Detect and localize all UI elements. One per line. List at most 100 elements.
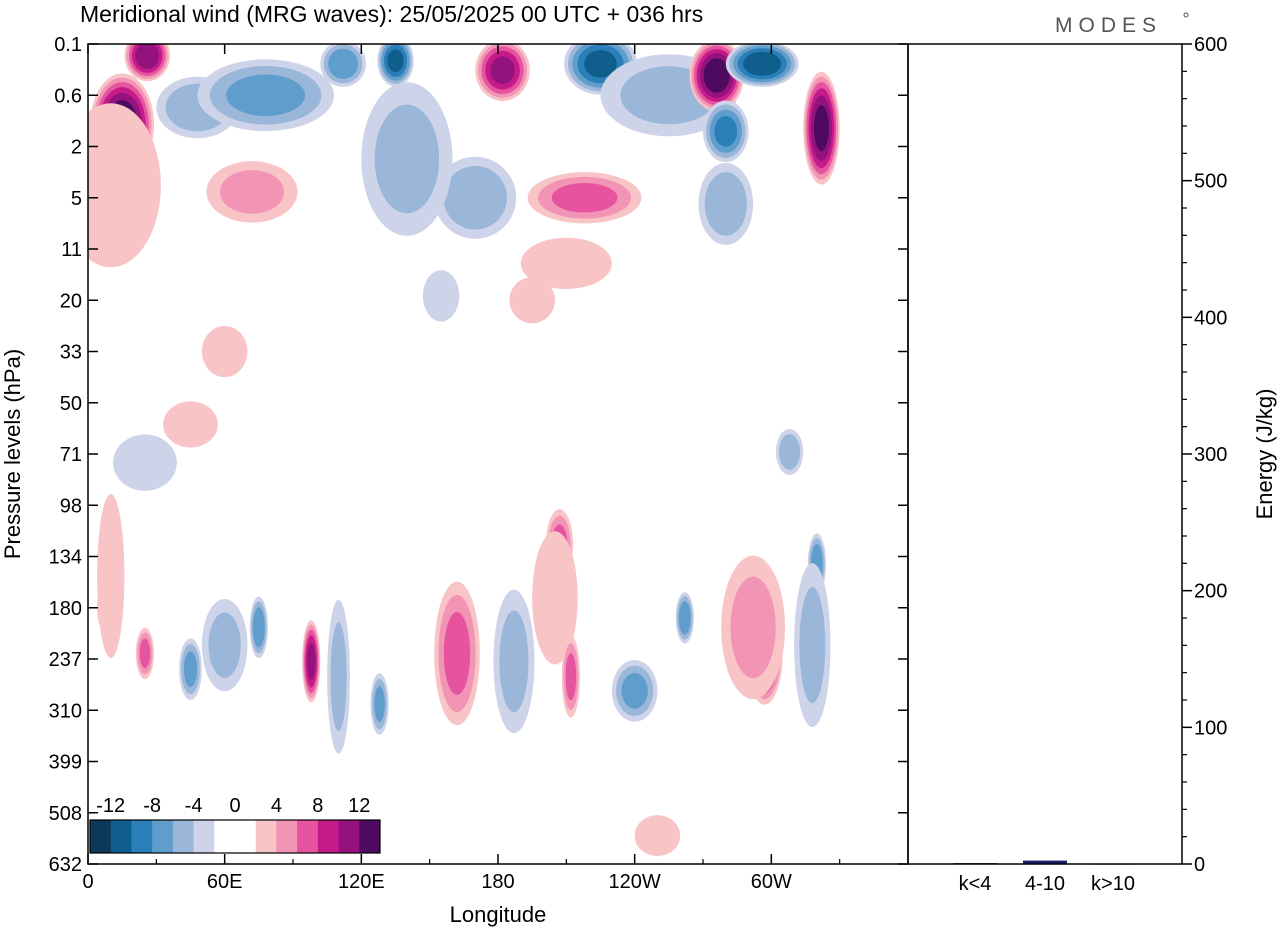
wind-anomaly-negative — [675, 592, 694, 644]
contour-level — [678, 601, 691, 635]
mask-top — [0, 0, 1280, 44]
wind-anomaly-positive — [561, 635, 581, 718]
contour-level — [219, 170, 285, 214]
wind-anomaly-positive — [527, 172, 642, 224]
x-tick-label: 0 — [82, 871, 93, 893]
colorbar-label: 0 — [229, 795, 240, 817]
colorbar-label: -4 — [185, 795, 203, 817]
wind-anomaly-positive — [520, 237, 612, 289]
contour-level — [565, 653, 577, 701]
wind-anomaly-negative — [320, 40, 366, 87]
wind-anomaly-positive — [532, 531, 578, 665]
colorbar-frame — [89, 819, 381, 854]
wind-anomaly-positive — [206, 161, 298, 223]
contour-level — [139, 638, 151, 669]
contour-level — [532, 531, 578, 665]
colorbar-swatch — [214, 820, 236, 853]
colorbar-swatch — [193, 820, 215, 853]
contour-level — [509, 277, 555, 324]
contour-level — [730, 576, 776, 679]
wind-anomaly-negative — [327, 599, 350, 754]
energy-category-label: 4-10 — [1025, 873, 1065, 895]
colorbar-label: -8 — [143, 795, 161, 817]
wind-anomaly-positive — [201, 325, 248, 378]
y-tick-label: 632 — [49, 854, 82, 876]
contour-level — [183, 651, 198, 687]
y-tick-label: 20 — [60, 290, 82, 312]
wind-anomaly-negative — [434, 156, 517, 239]
colorbar-label: 12 — [348, 795, 370, 817]
contour-level — [704, 172, 747, 236]
mask-right — [908, 0, 1280, 930]
y-tick-label: 11 — [61, 239, 82, 261]
y-tick-label: 399 — [49, 752, 82, 774]
energy-tick-label: 0 — [1194, 854, 1205, 876]
colorbar-swatch — [338, 820, 360, 853]
energy-tick-label: 500 — [1194, 171, 1227, 193]
wind-anomaly-negative — [703, 100, 749, 163]
y-tick-label: 98 — [60, 495, 82, 517]
colorbar-swatch — [110, 820, 132, 853]
colorbar-swatch — [276, 820, 298, 853]
wind-anomaly-positive — [509, 277, 555, 324]
colorbar-swatch — [317, 820, 340, 853]
energy-category-label: k>10 — [1091, 873, 1135, 895]
y-tick-label: 50 — [60, 393, 82, 415]
contour-level — [422, 270, 460, 322]
y-axis-label: Pressure levels (hPa) — [0, 349, 25, 559]
contour-level — [499, 610, 529, 713]
wind-anomaly-positive — [97, 494, 125, 659]
y-tick-label: 508 — [49, 803, 82, 825]
contour-level — [201, 325, 248, 378]
brand-logo: MODES — [1055, 14, 1162, 37]
contour-level — [443, 611, 471, 695]
contour-level — [621, 673, 648, 709]
x-tick-label: 180 — [481, 871, 514, 893]
contour-level — [778, 434, 801, 470]
wind-anomaly-positive — [135, 627, 155, 680]
wind-anomaly-positive — [803, 71, 840, 185]
wind-anomaly-negative — [794, 563, 831, 728]
wind-anomaly-negative — [201, 599, 248, 692]
y-tick-label: 237 — [49, 649, 82, 671]
colorbar: -12 -8 -4 0 4 8 12 — [87, 782, 383, 859]
energy-tick-label: 600 — [1194, 34, 1227, 56]
wind-anomaly-negative — [361, 82, 453, 236]
y-tick-label: 310 — [49, 700, 82, 722]
wind-anomaly-negative — [611, 660, 658, 722]
energy-tick-label: 300 — [1194, 444, 1227, 466]
colorbar-swatch — [235, 820, 257, 853]
x-tick-label: 120E — [338, 871, 385, 893]
contour-level — [584, 50, 617, 78]
y-tick-label: 33 — [60, 342, 82, 364]
contour-level — [97, 494, 125, 659]
colorbar-swatch — [297, 820, 319, 853]
contour-level — [490, 56, 515, 84]
y-tick-label: 180 — [49, 598, 82, 620]
wind-anomaly-negative — [775, 428, 804, 475]
wind-anomaly-positive — [475, 39, 530, 101]
chart-title: Meridional wind (MRG waves): 25/05/2025 … — [80, 1, 703, 27]
contour-level — [226, 74, 306, 116]
y-tick-label: 0.1 — [54, 34, 82, 56]
energy-axis-label: Energy (J/kg) — [1252, 389, 1277, 520]
contour-level — [799, 587, 826, 704]
wind-anomaly-negative — [370, 673, 389, 735]
contour-level — [387, 49, 404, 73]
mask-bottom — [0, 864, 1280, 930]
colorbar-swatch — [152, 820, 174, 853]
colorbar-swatch — [255, 820, 277, 853]
wind-anomaly-positive — [721, 555, 785, 700]
contour-level — [374, 686, 385, 722]
colorbar-swatch — [90, 820, 112, 853]
x-tick-label: 60E — [207, 871, 243, 893]
wind-anomaly-negative — [179, 638, 202, 700]
contour-level — [814, 105, 829, 152]
axes: 0.1 0.6 2 5 11 20 33 50 71 98 134 180 237 310 399 508 63… — [49, 34, 1228, 893]
contour-level — [135, 42, 160, 69]
x-tick-label: 60W — [751, 871, 792, 893]
wind-anomaly-positive — [634, 815, 681, 857]
contour-level — [634, 815, 681, 857]
contour-level — [551, 182, 618, 213]
